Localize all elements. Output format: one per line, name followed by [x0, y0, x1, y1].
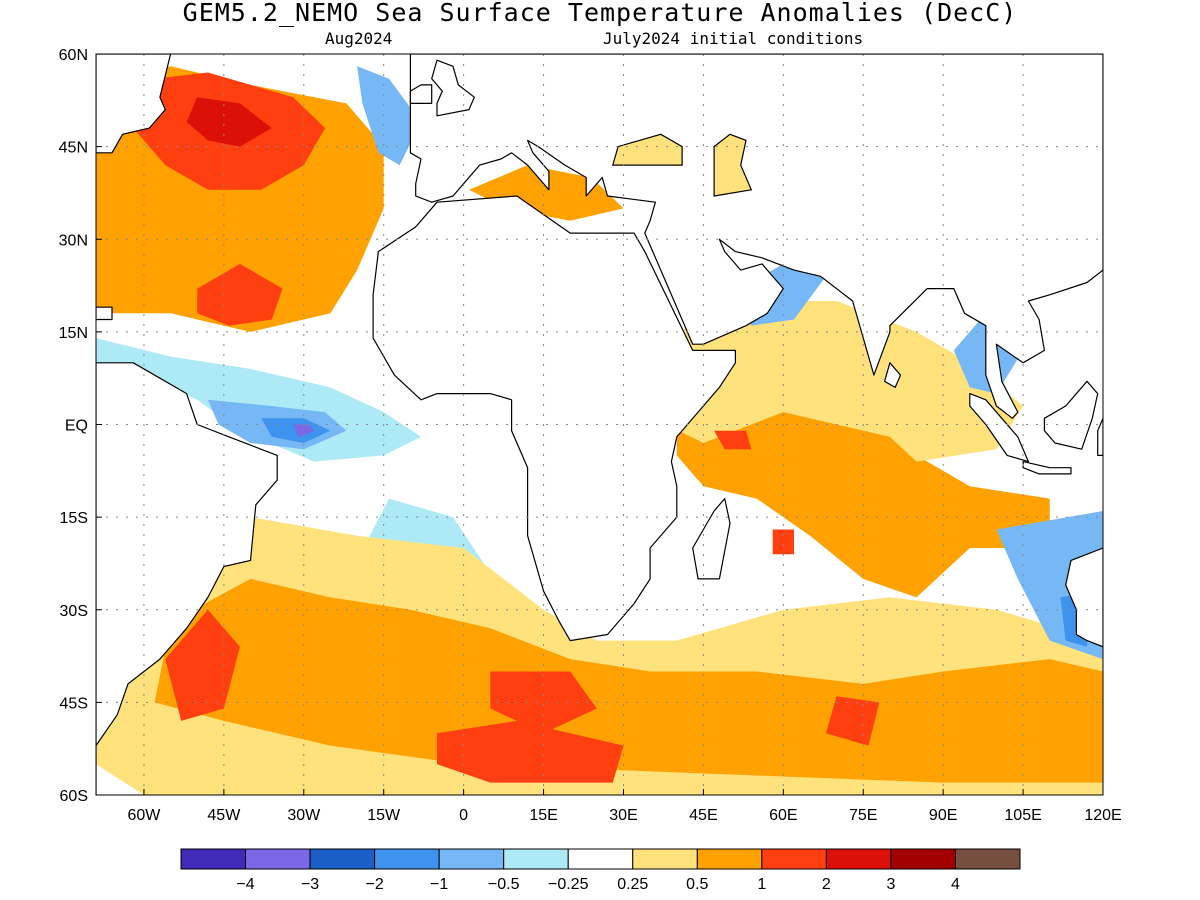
colorbar-swatch [245, 848, 311, 870]
anomaly-region-14 [437, 720, 624, 783]
anomaly-region-18 [714, 430, 752, 450]
lon-tick-label: 30E [609, 807, 637, 824]
colorbar-label: −2 [365, 876, 383, 893]
lat-tick-label: 30S [60, 603, 88, 620]
lat-tick-label: EQ [65, 418, 88, 435]
anomaly-region-13 [490, 671, 597, 734]
lat-tick-label: 45S [60, 695, 88, 712]
colorbar-label: 3 [886, 876, 895, 893]
colorbar-swatch [696, 848, 763, 870]
lon-tick-label: 45W [207, 807, 241, 824]
lat-tick-label: 60S [60, 788, 88, 805]
colorbar-label: 0.25 [617, 876, 648, 893]
colorbar-swatch [180, 848, 247, 870]
black-sea [612, 133, 683, 166]
land-eurasia [409, 54, 1103, 419]
colorbar-swatch [632, 848, 698, 870]
colorbar-swatch [374, 848, 440, 870]
lat-tick-label: 60N [59, 47, 88, 64]
land-north-america [96, 54, 172, 154]
land-africa [372, 195, 737, 642]
land-caribbean [96, 306, 113, 321]
colorbar-label: 2 [822, 876, 831, 893]
anomaly-region-19 [772, 529, 794, 555]
colorbar-label: 0.5 [686, 876, 708, 893]
land-south-america [96, 362, 278, 795]
lon-tick-label: 0 [459, 807, 468, 824]
caspian-sea [713, 133, 753, 197]
anomaly-region-8 [357, 66, 421, 166]
land-sulawesi [1097, 417, 1103, 456]
anomaly-fill-layer [96, 66, 1103, 795]
lon-tick-label: 60E [769, 807, 797, 824]
colorbar-swatch [309, 848, 376, 870]
colorbar-label: −3 [301, 876, 319, 893]
land-borneo [1043, 380, 1099, 450]
lon-tick-label: 105E [1004, 807, 1041, 824]
land-madagascar [692, 498, 731, 580]
colorbar-swatch [503, 848, 569, 870]
lon-tick-label: 60W [127, 807, 161, 824]
axis-ticks: 60W 45W 30W 15W 0 15E 30E 45E 60E 75E 90E 105E 120E 6… [59, 47, 1122, 824]
colorbar-swatch [890, 848, 956, 870]
lon-tick-label: 15W [367, 807, 401, 824]
lon-tick-label: 90E [929, 807, 957, 824]
colorbar-swatch [954, 848, 1021, 870]
forecast-month: Aug2024 [325, 29, 393, 48]
page-title: GEM5.2_NEMO Sea Surface Temperature Anom… [182, 0, 1018, 27]
color-legend: −4 −3 −2 −1 −0.5 −0.25 0.25 0.5 1 2 3 4 [180, 848, 1021, 893]
colorbar-label: 1 [757, 876, 766, 893]
map-plot-area [96, 54, 1103, 795]
land-layer [96, 54, 1103, 795]
lon-tick-label: 45E [689, 807, 717, 824]
lat-tick-label: 15N [59, 325, 88, 342]
colorbar-label: −4 [236, 876, 254, 893]
colorbar-swatch [438, 848, 505, 870]
colorbar-swatch [825, 848, 892, 870]
lat-tick-label: 15S [60, 510, 88, 527]
anomaly-region-3 [197, 263, 283, 326]
colorbar-swatch [567, 848, 634, 870]
lon-tick-label: 120E [1084, 807, 1121, 824]
colorbar-label: −1 [430, 876, 448, 893]
colorbar-label: −0.25 [548, 876, 589, 893]
colorbar-label: −0.5 [488, 876, 520, 893]
lon-tick-label: 75E [849, 807, 877, 824]
anomaly-region-15 [825, 696, 880, 746]
lat-tick-label: 45N [59, 140, 88, 157]
lon-tick-label: 15E [529, 807, 557, 824]
lon-tick-label: 30W [287, 807, 321, 824]
initial-conditions: July2024 initial conditions [603, 29, 864, 48]
land-sumatra [969, 393, 1030, 463]
land-sri-lanka [883, 362, 902, 388]
anomaly-region-12 [165, 609, 240, 721]
land-ireland [409, 84, 433, 105]
land-java [1022, 461, 1072, 475]
land-australia [1065, 547, 1103, 648]
anomaly-region-7 [293, 424, 315, 437]
colorbar-swatch [761, 848, 827, 870]
anomaly-region-17 [666, 301, 1024, 462]
lat-tick-label: 30N [59, 232, 88, 249]
colorbar-label: 4 [951, 876, 960, 893]
anomaly-region-2 [186, 97, 272, 147]
graticule-grid [96, 54, 1103, 795]
land-great-britain [431, 59, 475, 117]
